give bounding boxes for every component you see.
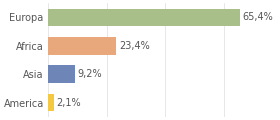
Bar	[48, 9, 240, 26]
Text: 2,1%: 2,1%	[56, 98, 81, 108]
Bar	[48, 37, 116, 55]
Text: 23,4%: 23,4%	[119, 41, 150, 51]
Bar	[48, 94, 54, 111]
Text: 65,4%: 65,4%	[242, 12, 273, 22]
Text: 9,2%: 9,2%	[77, 69, 102, 79]
Bar	[48, 65, 75, 83]
